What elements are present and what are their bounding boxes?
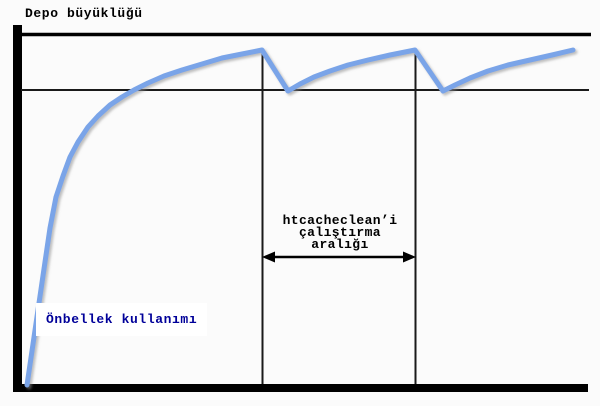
annotation-line-2: çalıştırma [298,225,381,240]
annotation-line-3: aralığı [311,237,369,252]
interval-double-arrow [262,251,416,263]
y-axis [13,25,22,392]
y-axis-title: Depo büyüklüğü [25,6,143,21]
curve-series-label: Önbellek kullanımı [36,303,208,336]
cache-usage-curve [24,47,576,388]
x-axis [13,384,588,392]
interval-annotation: htcacheclean’i çalıştırma aralığı [258,213,422,252]
annotation-line-1: htcacheclean’i [282,213,398,228]
cleanup-guide-lines [261,50,417,384]
